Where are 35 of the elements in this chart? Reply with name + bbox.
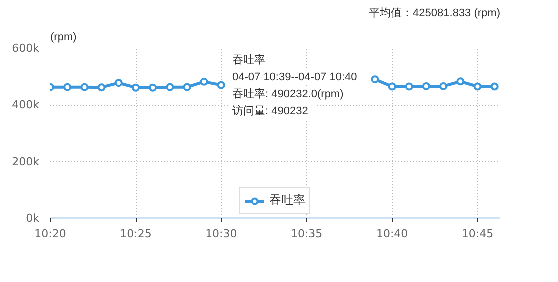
point	[98, 84, 106, 92]
y-axis-title: (rpm)	[50, 32, 77, 44]
point	[64, 83, 72, 92]
x-tick-label: 10:40	[376, 228, 408, 240]
x-tick-label: 10:30	[206, 228, 238, 240]
point	[405, 82, 414, 91]
point	[490, 82, 499, 91]
point	[440, 82, 448, 90]
point	[200, 78, 208, 86]
y-tick-label: 600k	[12, 42, 40, 55]
point	[217, 81, 226, 90]
point	[114, 79, 123, 88]
x-tick-label: 10:20	[34, 228, 66, 240]
annotation: 04-07 10:39--04-07 10:40	[232, 72, 358, 84]
legend-label: 吞吐率	[270, 192, 306, 209]
annotation: 访问量: 490232	[232, 104, 308, 118]
x-tick-label: 10:25	[120, 228, 152, 240]
y-tick-label: 200k	[12, 155, 40, 168]
point	[474, 82, 482, 91]
point	[371, 76, 380, 84]
point	[166, 83, 174, 92]
point	[132, 84, 140, 92]
point	[456, 78, 465, 86]
point	[183, 83, 192, 92]
text: 平均值：425081.833 (rpm)	[369, 8, 501, 20]
point	[80, 83, 89, 92]
point	[422, 82, 430, 90]
y-tick-label: 400k	[12, 98, 40, 112]
annotation: 吞吐率: 490232.0(rpm)	[232, 88, 344, 100]
x-tick-label: 10:45	[462, 228, 494, 240]
x-tick-label: 10:35	[290, 228, 323, 240]
point	[388, 82, 396, 91]
annotation: 吞吐率	[232, 54, 266, 66]
point	[149, 84, 158, 92]
y-tick-label: 0k	[26, 212, 40, 225]
